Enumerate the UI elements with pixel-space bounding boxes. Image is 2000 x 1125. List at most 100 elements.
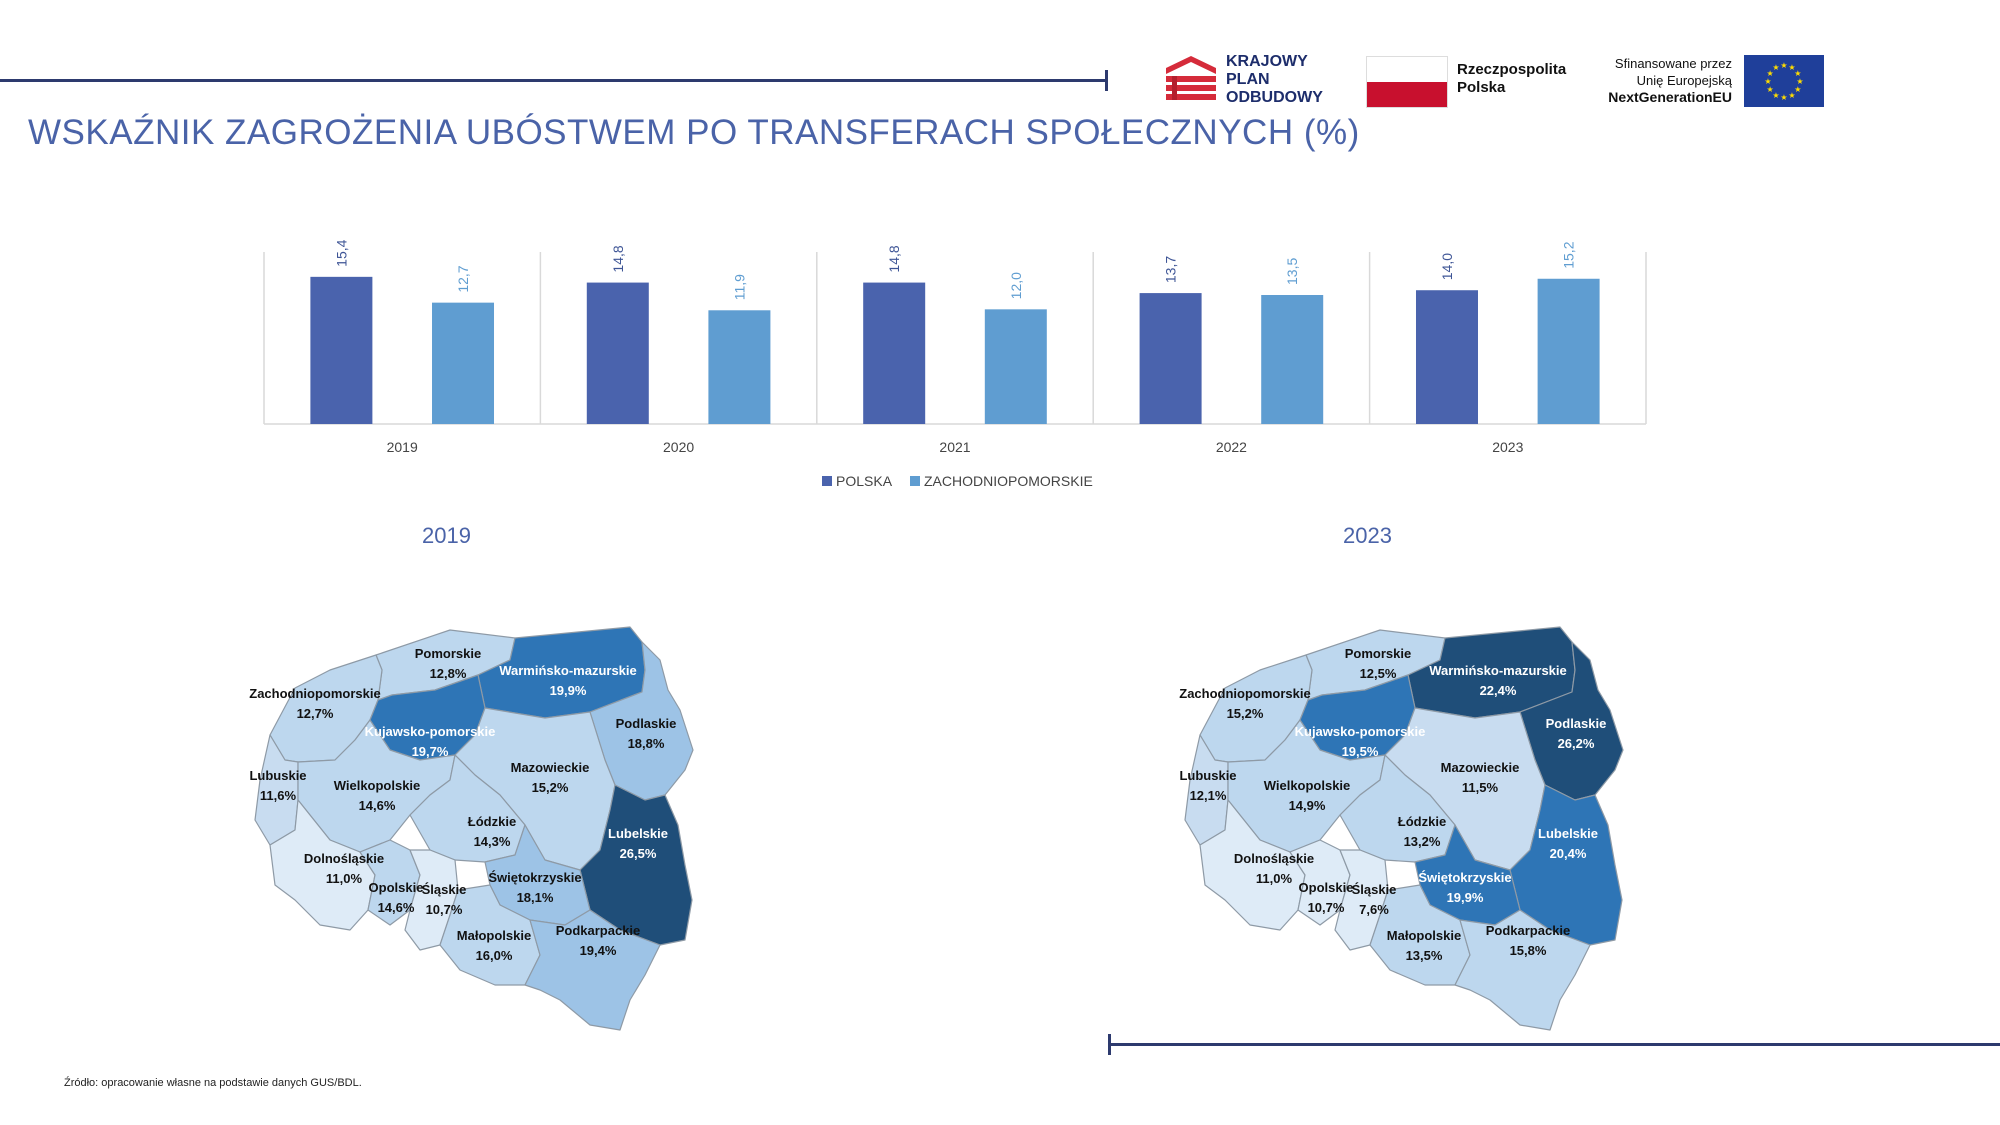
kpo-logo-icon xyxy=(1166,54,1216,106)
poland-line-2: Polska xyxy=(1457,79,1506,96)
region-name-podkarpackie-2019: Podkarpackie xyxy=(556,923,641,938)
region-value-pomorskie-2023: 12,5% xyxy=(1360,666,1397,681)
region-name-lubelskie-2023: Lubelskie xyxy=(1538,826,1598,841)
eu-star-icon: ★ xyxy=(1788,91,1795,100)
region-name-łódzkie-2019: Łódzkie xyxy=(468,814,516,829)
bar-zachodniopomorskie-2021 xyxy=(984,309,1047,424)
region-value-dolnośląskie-2023: 11,0% xyxy=(1256,871,1293,886)
region-value-podlaskie-2023: 26,2% xyxy=(1558,736,1595,751)
kpo-logo-text: KRAJOWY PLAN ODBUDOWY xyxy=(1226,53,1323,107)
region-value-wielkopolskie-2023: 14,9% xyxy=(1289,798,1326,813)
region-name-kujawsko-pomorskie-2023: Kujawsko-pomorskie xyxy=(1295,724,1426,739)
eu-star-icon: ★ xyxy=(1767,85,1774,94)
region-value-małopolskie-2019: 16,0% xyxy=(476,948,513,963)
region-value-opolskie-2023: 10,7% xyxy=(1308,900,1345,915)
region-name-podlaskie-2023: Podlaskie xyxy=(1546,716,1607,731)
footer-rule-cap xyxy=(1108,1034,1111,1055)
region-name-zachodniopomorskie-2023: Zachodniopomorskie xyxy=(1179,686,1310,701)
eu-line-3: NextGenerationEU xyxy=(1608,89,1732,105)
data-label-polska-2020: 14,8 xyxy=(610,245,626,272)
region-name-opolskie-2023: Opolskie xyxy=(1299,880,1354,895)
region-name-wielkopolskie-2023: Wielkopolskie xyxy=(1264,778,1351,793)
region-value-lubuskie-2019: 11,6% xyxy=(260,788,297,803)
bar-zachodniopomorskie-2023 xyxy=(1537,278,1600,424)
poland-line-1: Rzeczpospolita xyxy=(1457,61,1567,78)
eu-logo-text: Sfinansowane przez Unię Europejską NextG… xyxy=(1560,55,1732,106)
region-value-pomorskie-2019: 12,8% xyxy=(430,666,467,681)
region-name-łódzkie-2023: Łódzkie xyxy=(1398,814,1446,829)
x-tick-label-2020: 2020 xyxy=(663,439,694,455)
region-value-opolskie-2019: 14,6% xyxy=(378,900,415,915)
eu-flag-icon: ★ ★ ★ ★ ★ ★ ★ ★ ★ ★ ★ ★ xyxy=(1744,55,1824,107)
region-łódzkie-2023 xyxy=(1339,754,1456,863)
region-value-łódzkie-2023: 13,2% xyxy=(1404,834,1441,849)
source-note: Źródło: opracowanie własne na podstawie … xyxy=(64,1077,362,1089)
bar-chart: 15,4 12,7 2019 14,8 11,9 2020 14,8 12,0 2021 13,7… xyxy=(263,240,1647,489)
region-name-lubuskie-2019: Lubuskie xyxy=(249,768,306,783)
region-value-lubelskie-2019: 26,5% xyxy=(620,846,657,861)
data-label-zachodniopomorskie-2021: 12,0 xyxy=(1008,272,1024,299)
region-value-podkarpackie-2023: 15,8% xyxy=(1510,943,1547,958)
map-2019: Pomorskie 12,8% Warmińsko-mazurskie 19,9% Za… xyxy=(249,626,694,1031)
kpo-line-2: PLAN xyxy=(1226,71,1270,88)
region-value-świętokrzyskie-2019: 18,1% xyxy=(517,890,554,905)
kpo-line-3: ODBUDOWY xyxy=(1226,89,1323,106)
region-value-świętokrzyskie-2023: 19,9% xyxy=(1447,890,1484,905)
region-name-zachodniopomorskie-2019: Zachodniopomorskie xyxy=(249,686,380,701)
region-name-kujawsko-pomorskie-2019: Kujawsko-pomorskie xyxy=(365,724,496,739)
x-tick-label-2019: 2019 xyxy=(387,439,418,455)
eu-star-icon: ★ xyxy=(1796,77,1803,86)
region-value-warmińsko-mazurskie-2019: 19,9% xyxy=(550,683,587,698)
region-value-łódzkie-2019: 14,3% xyxy=(474,834,511,849)
region-value-mazowieckie-2019: 15,2% xyxy=(532,780,569,795)
page-title: WSKAŹNIK ZAGROŻENIA UBÓSTWEM PO TRANSFER… xyxy=(28,113,1360,152)
region-name-dolnośląskie-2019: Dolnośląskie xyxy=(304,851,384,866)
data-label-polska-2019: 15,4 xyxy=(333,240,349,267)
region-łódzkie-2019 xyxy=(409,754,526,863)
eu-star-icon: ★ xyxy=(1794,69,1801,78)
header-rule-cap xyxy=(1105,70,1108,91)
eu-star-icon: ★ xyxy=(1764,77,1771,86)
region-name-mazowieckie-2019: Mazowieckie xyxy=(511,760,590,775)
poland-logo-text: Rzeczpospolita Polska xyxy=(1457,61,1566,97)
x-tick-label-2021: 2021 xyxy=(939,439,970,455)
region-podkarpackie-2019 xyxy=(524,909,661,1031)
x-tick-label-2023: 2023 xyxy=(1492,439,1523,455)
bar-polska-2022 xyxy=(1139,293,1202,424)
x-tick-label-2022: 2022 xyxy=(1216,439,1247,455)
region-name-małopolskie-2023: Małopolskie xyxy=(1387,928,1461,943)
data-label-polska-2022: 13,7 xyxy=(1163,256,1179,283)
region-value-wielkopolskie-2019: 14,6% xyxy=(359,798,396,813)
region-value-kujawsko-pomorskie-2019: 19,7% xyxy=(412,744,449,759)
region-name-wielkopolskie-2019: Wielkopolskie xyxy=(334,778,421,793)
region-value-lubelskie-2023: 20,4% xyxy=(1550,846,1587,861)
region-name-świętokrzyskie-2019: Świętokrzyskie xyxy=(488,870,581,885)
region-value-dolnośląskie-2019: 11,0% xyxy=(326,871,363,886)
region-name-lubuskie-2023: Lubuskie xyxy=(1179,768,1236,783)
eu-star-icon: ★ xyxy=(1780,93,1787,102)
region-name-podlaskie-2019: Podlaskie xyxy=(616,716,677,731)
region-value-lubuskie-2023: 12,1% xyxy=(1190,788,1227,803)
region-name-śląskie-2019: Śląskie xyxy=(422,882,467,897)
eu-line-2: Unię Europejską xyxy=(1636,73,1732,88)
region-name-mazowieckie-2023: Mazowieckie xyxy=(1441,760,1520,775)
region-name-warmińsko-mazurskie-2023: Warmińsko-mazurskie xyxy=(1429,663,1567,678)
footer-rule xyxy=(1110,1043,2000,1046)
region-podkarpackie-2023 xyxy=(1454,909,1591,1031)
bar-polska-2019 xyxy=(310,276,373,424)
region-name-opolskie-2019: Opolskie xyxy=(369,880,424,895)
region-value-śląskie-2023: 7,6% xyxy=(1359,902,1389,917)
data-label-polska-2021: 14,8 xyxy=(886,245,902,272)
region-name-świętokrzyskie-2023: Świętokrzyskie xyxy=(1418,870,1511,885)
eu-star-icon: ★ xyxy=(1788,63,1795,72)
bar-polska-2021 xyxy=(863,282,926,424)
region-value-kujawsko-pomorskie-2023: 19,5% xyxy=(1342,744,1379,759)
bar-zachodniopomorskie-2019 xyxy=(432,302,495,424)
region-value-zachodniopomorskie-2023: 15,2% xyxy=(1227,706,1264,721)
region-name-podkarpackie-2023: Podkarpackie xyxy=(1486,923,1571,938)
map-2023: Pomorskie 12,5% Warmińsko-mazurskie 22,4% Za… xyxy=(1179,626,1624,1031)
eu-line-1: Sfinansowane przez xyxy=(1614,56,1732,71)
map-year-label-2023: 2023 xyxy=(1343,523,1392,548)
map-year-label-2019: 2019 xyxy=(422,523,471,548)
poland-flag-icon xyxy=(1366,56,1448,108)
